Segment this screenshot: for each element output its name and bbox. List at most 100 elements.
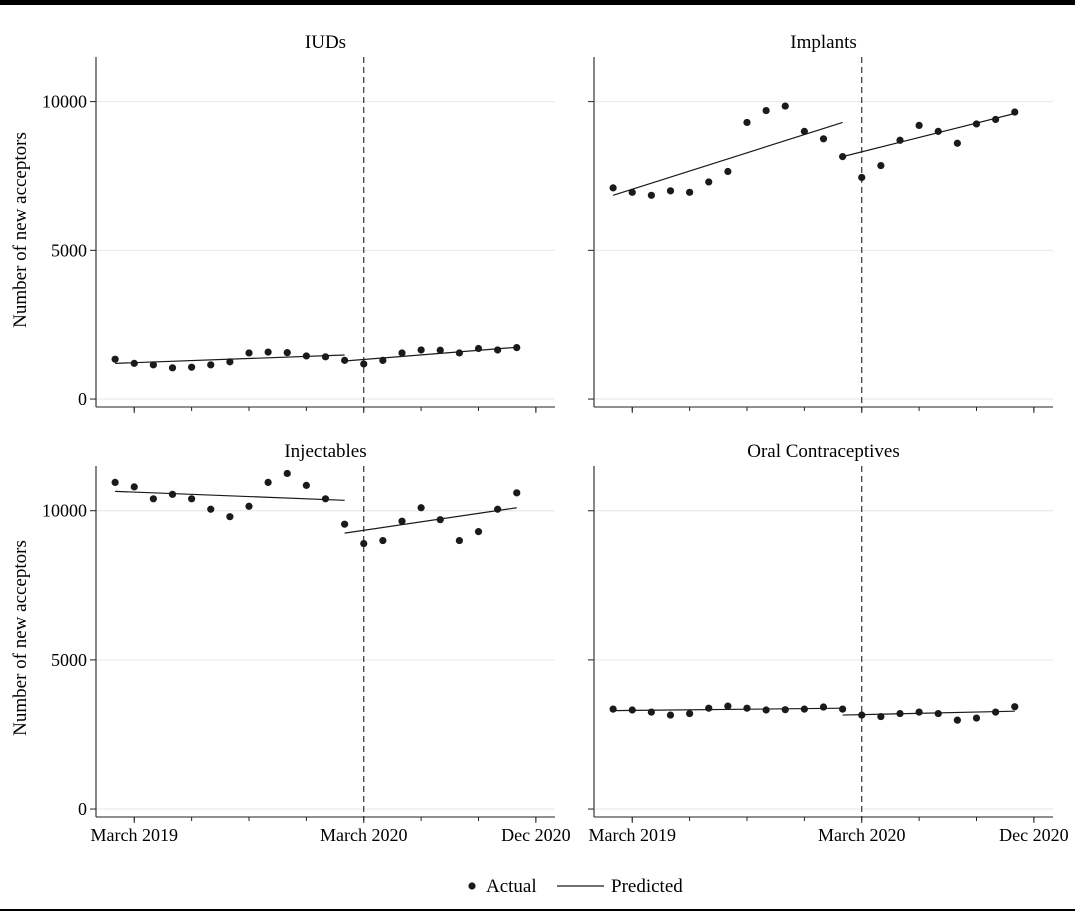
actual-point (436, 516, 444, 524)
x-tick-label: March 2020 (818, 825, 905, 845)
x-tick-label: Dec 2020 (999, 825, 1068, 845)
actual-point (762, 106, 770, 115)
predicted-line-post (344, 346, 517, 362)
actual-point (398, 517, 406, 525)
actual-point (953, 716, 961, 724)
y-tick-label: 5000 (51, 240, 87, 260)
actual-point (762, 706, 770, 714)
actual-point (724, 702, 732, 710)
actual-point (321, 353, 330, 361)
panel-title: Oral Contraceptives (747, 441, 899, 462)
panel-injectables: 0 5000 10000 March 2019 March 2020 Dec 2020 In… (42, 441, 571, 845)
actual-point (149, 495, 157, 503)
actual-point (130, 359, 138, 367)
actual-point (1011, 703, 1019, 711)
actual-point (111, 478, 119, 487)
panel-title: Implants (790, 32, 857, 53)
actual-point (686, 709, 694, 718)
actual-point (953, 139, 961, 147)
actual-point (992, 115, 1000, 124)
predicted-line-post (842, 112, 1015, 158)
actual-point (666, 711, 675, 719)
actual-point (972, 714, 981, 722)
actual-point (149, 361, 157, 369)
actual-point (686, 188, 694, 196)
actual-point (302, 352, 310, 360)
actual-point (972, 120, 981, 128)
x-tick-label: Dec 2020 (501, 825, 570, 845)
x-tick-label: March 2019 (91, 825, 178, 845)
actual-point (111, 355, 119, 363)
panel-iuds: 0 5000 10000 IUDs (42, 32, 555, 413)
actual-point (877, 712, 885, 721)
actual-point (609, 705, 617, 713)
actual-point (724, 167, 732, 176)
actual-point (379, 536, 387, 545)
legend-predicted-label: Predicted (611, 876, 683, 897)
actual-point (513, 343, 521, 352)
actual-point (379, 356, 387, 364)
y-tick-label: 0 (78, 799, 87, 819)
actual-point (781, 706, 789, 714)
actual-point (245, 349, 253, 357)
actual-point (839, 705, 847, 713)
panel-title: IUDs (305, 32, 346, 53)
actual-point (264, 478, 272, 487)
y-axis-title-bottom: Number of new acceptors (10, 540, 31, 736)
panel-oral-contraceptives: March 2019 March 2020 Dec 2020 Oral Contrac… (588, 441, 1069, 845)
actual-point (915, 708, 923, 716)
actual-point (781, 102, 789, 110)
actual-point (168, 490, 177, 498)
actual-point (226, 358, 234, 366)
actual-point (609, 184, 617, 192)
actual-point (455, 349, 463, 357)
actual-point (360, 539, 368, 548)
actual-point (341, 520, 349, 528)
actual-point (494, 346, 502, 354)
y-tick-label: 0 (78, 389, 87, 409)
actual-point (474, 528, 483, 536)
actual-point (245, 502, 253, 510)
actual-point (513, 489, 521, 497)
actual-point (896, 709, 904, 718)
legend-actual-label: Actual (486, 876, 537, 897)
chart-panels: 0 5000 10000 IUDs Implants 0 5000 10000 March 20… (42, 32, 1069, 845)
actual-point (398, 349, 406, 357)
actual-point (915, 121, 923, 130)
predicted-line-post (842, 710, 1015, 716)
actual-point (896, 136, 904, 144)
actual-point (417, 504, 425, 512)
actual-point (819, 703, 828, 711)
actual-point (992, 708, 1000, 716)
actual-point (628, 706, 636, 714)
actual-point (839, 153, 847, 161)
actual-point (302, 481, 310, 489)
actual-point (321, 495, 330, 503)
actual-point (800, 705, 808, 713)
actual-point (283, 349, 291, 357)
predicted-line-pre (115, 490, 345, 501)
actual-point (858, 711, 866, 719)
y-tick-label: 5000 (51, 650, 87, 670)
actual-point (877, 161, 885, 170)
actual-point (130, 483, 138, 491)
panel-implants: Implants (588, 32, 1053, 413)
actual-point (743, 118, 751, 127)
actual-point (743, 704, 751, 712)
y-tick-label: 10000 (42, 92, 87, 112)
actual-point (628, 188, 636, 196)
panel-title: Injectables (284, 441, 366, 462)
bottom-rule (0, 909, 1075, 911)
actual-point (474, 344, 483, 353)
actual-point (647, 708, 655, 716)
actual-point (934, 127, 942, 135)
actual-point (283, 469, 291, 478)
actual-point (1011, 108, 1019, 116)
actual-point (819, 135, 828, 143)
actual-point (264, 348, 272, 356)
actual-point (207, 505, 215, 513)
x-tick-label: March 2020 (320, 825, 407, 845)
actual-point (647, 191, 655, 199)
actual-point (666, 187, 675, 195)
